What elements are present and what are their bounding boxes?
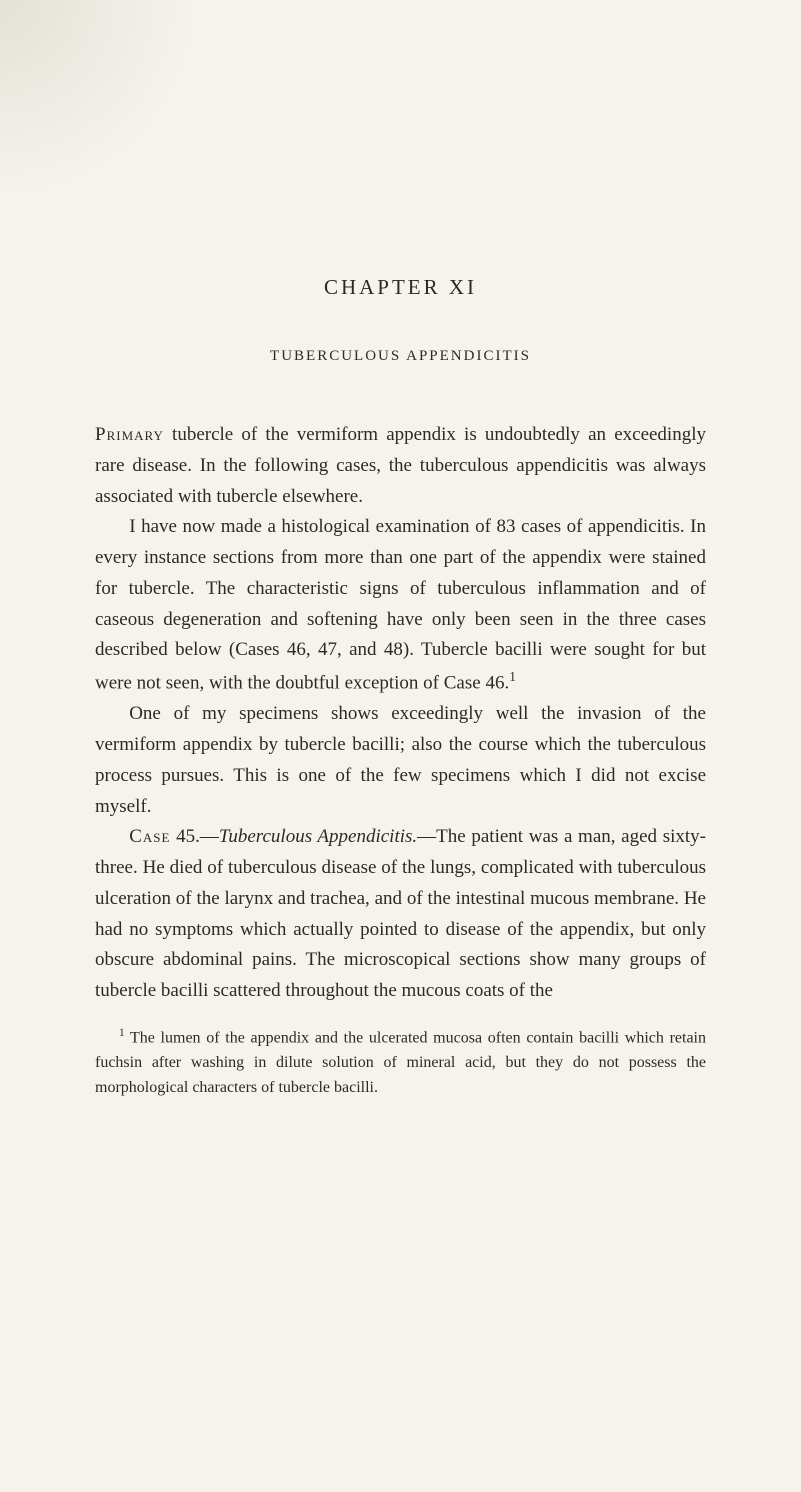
para4-lead: Case [129,826,170,847]
para1-rest: tubercle of the vermiform appendix is un… [95,424,706,507]
page-vignette [0,0,200,200]
paragraph-1: Primary tubercle of the vermiform append… [95,420,706,512]
paragraph-3: One of my specimens shows exceedingly we… [95,699,706,822]
footnote: 1 The lumen of the appendix and the ulce… [95,1025,706,1101]
body-text: Primary tubercle of the vermiform append… [95,420,706,1007]
para4-italic: Tuberculous Appendicitis. [219,826,417,847]
footnote-text: The lumen of the appendix and the ulcera… [95,1029,706,1096]
paragraph-4: Case 45.—Tuberculous Appendicitis.—The p… [95,822,706,1007]
para4-num: 45.— [170,826,218,847]
chapter-subtitle: TUBERCULOUS APPENDICITIS [95,348,706,365]
para2-footnote-ref: 1 [509,669,516,684]
para1-lead: Primary [95,424,164,445]
para4-rest: —The patient was a man, aged sixty-three… [95,826,706,1001]
para2-text: I have now made a histological examinati… [95,516,706,693]
page-content: CHAPTER XI TUBERCULOUS APPENDICITIS Prim… [95,275,706,1492]
chapter-heading: CHAPTER XI [95,275,706,300]
paragraph-2: I have now made a histological examinati… [95,512,706,699]
